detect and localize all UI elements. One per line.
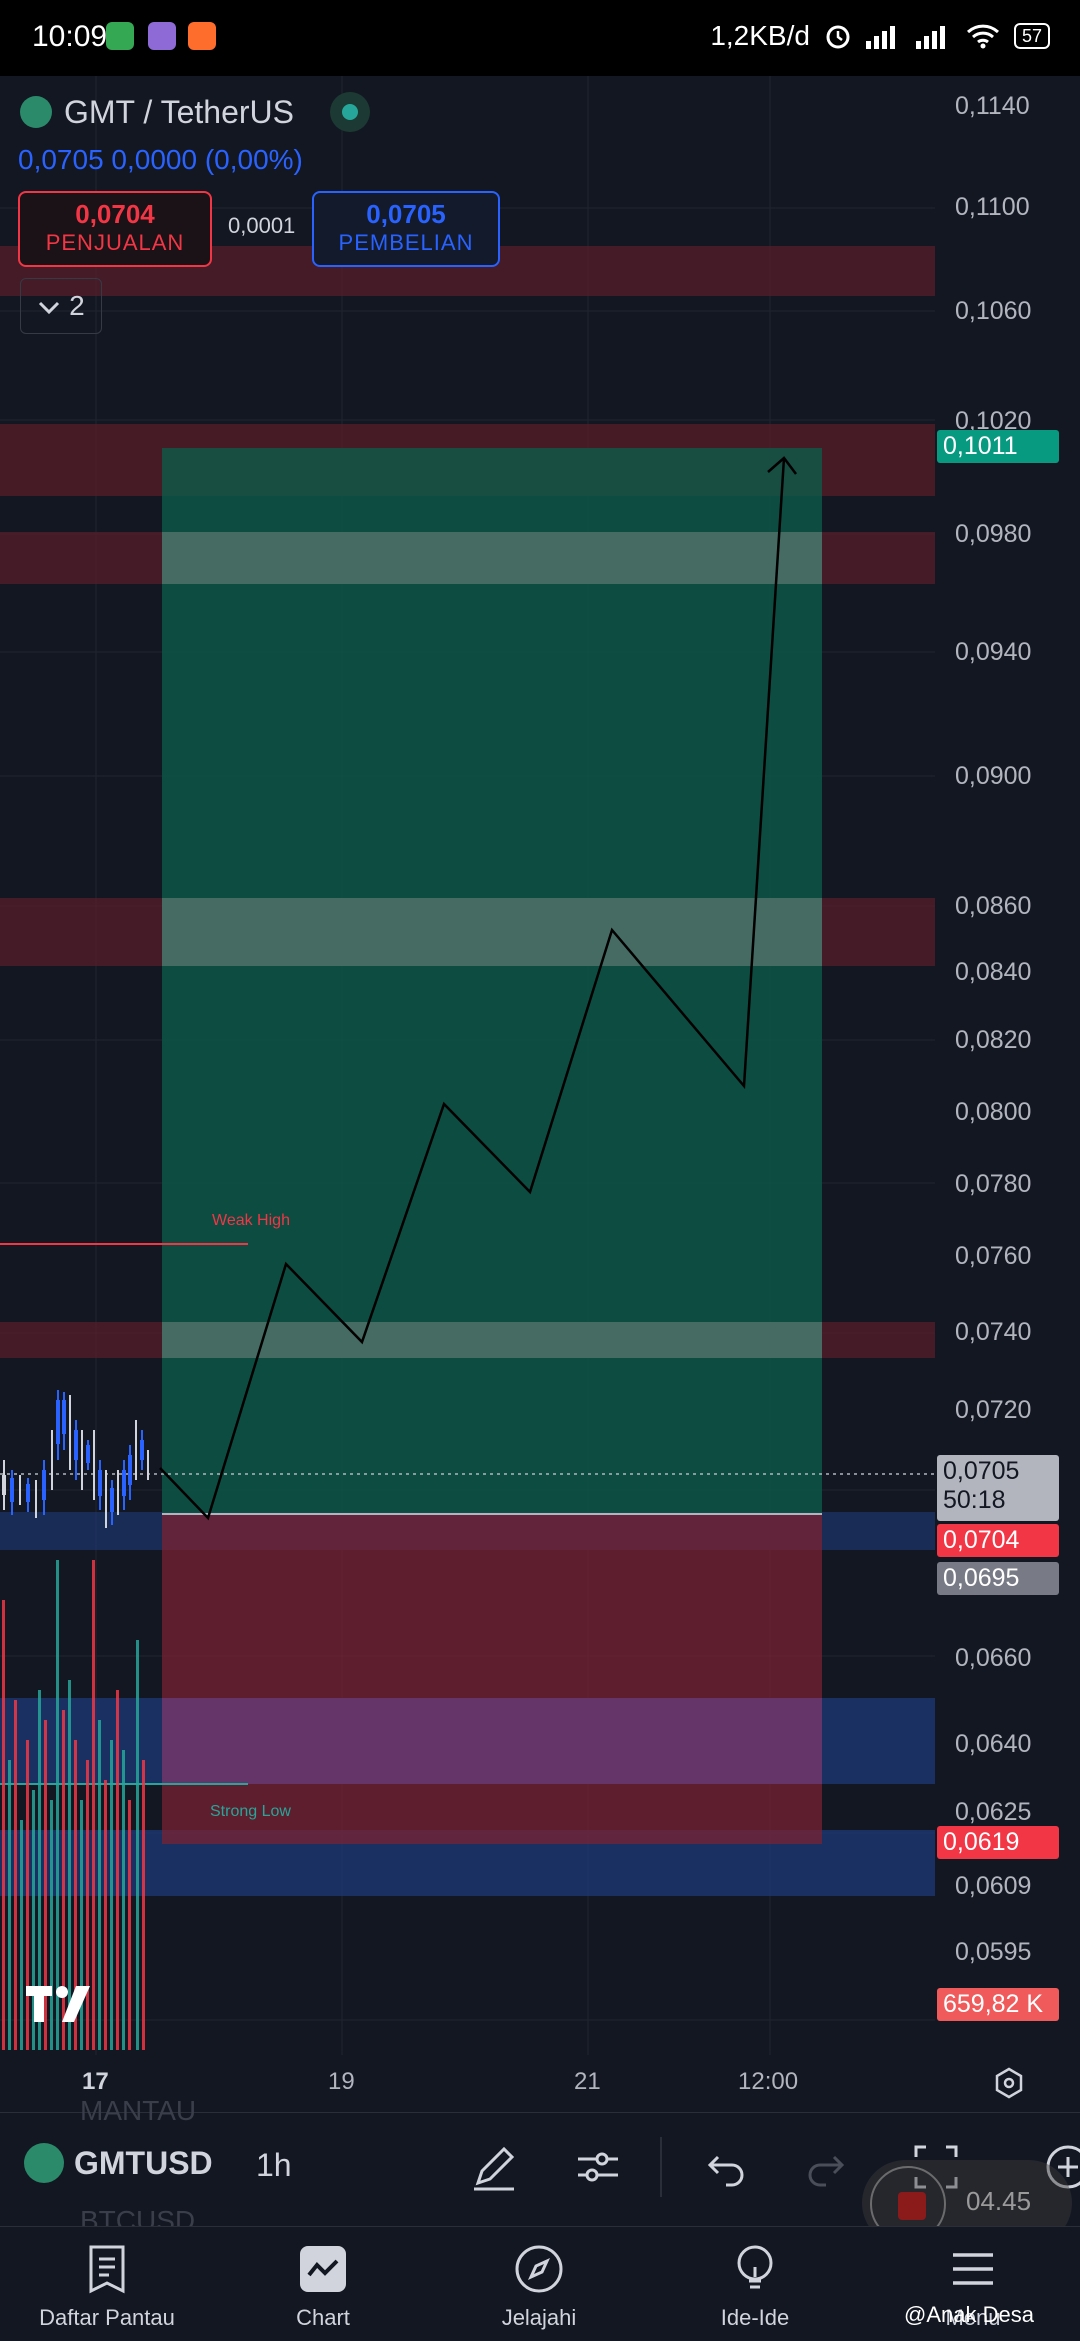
price-tick: 0,0820 [955, 1026, 1032, 1054]
price-tick: 0,0625 [955, 1798, 1032, 1826]
record-timer: 04.45 [966, 2186, 1032, 2216]
alarm-icon [826, 25, 850, 49]
time-tick: 19 [328, 2068, 355, 2095]
nav-label: Menu [945, 2305, 1001, 2330]
price-tick: 0,0595 [955, 1938, 1032, 1966]
status-bar: 10:09 1,2KB/d 57 [0, 0, 1080, 76]
toolbar-divider [660, 2137, 662, 2197]
drawing-pencil-icon[interactable] [466, 2139, 522, 2195]
gmt-logo-icon [20, 96, 52, 128]
wifi-icon [966, 24, 999, 49]
app-notification-icon [148, 22, 176, 50]
projection-path [159, 457, 786, 1521]
price-tick: 0,0640 [955, 1730, 1032, 1758]
price-tick: 0,0940 [955, 638, 1032, 666]
buy-button[interactable]: 0,0705 PEMBELIAN [312, 191, 500, 267]
gmt-logo-icon [24, 2143, 64, 2183]
sell-label: PENJUALAN [45, 230, 185, 255]
bid-price-tag: 0,0704 [937, 1524, 1059, 1557]
nav-watchlist[interactable]: Daftar Pantau [22, 2243, 192, 2331]
chevron-down-icon [39, 301, 60, 314]
watermark-text: @Anak Desa [904, 2302, 1034, 2327]
fullscreen-icon[interactable] [908, 2139, 964, 2195]
nav-menu[interactable]: Menu [888, 2243, 1058, 2331]
undo-icon[interactable] [696, 2139, 752, 2195]
sell-price: 0,0704 [75, 199, 155, 229]
price-tick: 0,0609 [955, 1872, 1032, 1900]
price-tick: 0,0780 [955, 1170, 1032, 1198]
price-change: 0,0705 0,0000 (0,00%) [18, 144, 303, 175]
add-icon[interactable] [1040, 2139, 1080, 2195]
compass-icon [515, 2245, 563, 2293]
entry-price-tag: 0,0695 [937, 1562, 1059, 1595]
chart-settings-icon[interactable] [992, 2066, 1026, 2100]
nav-label: Ide-Ide [720, 2305, 790, 2330]
stop-price-tag: 0,0619 [937, 1826, 1059, 1859]
volume-tag: 659,82 K [937, 1988, 1059, 2021]
price-tick: 0,0740 [955, 1318, 1032, 1346]
price-tick: 0,0720 [955, 1396, 1032, 1424]
weak-high-label: Weak High [212, 1212, 290, 1229]
price-tick: 0,0980 [955, 520, 1032, 548]
last-price-tag: 0,0705 50:18 [937, 1455, 1059, 1521]
stop-icon [898, 2192, 926, 2220]
status-time: 10:09 [32, 20, 108, 53]
toolbar-symbol: GMTUSD [74, 2144, 213, 2181]
redo-icon[interactable] [800, 2139, 856, 2195]
nav-label: Daftar Pantau [39, 2305, 175, 2330]
price-tick: 0,0760 [955, 1242, 1032, 1270]
indicators-collapse-button[interactable]: 2 [20, 278, 102, 334]
price-tick: 0,1140 [955, 92, 1030, 120]
spread-value: 0,0001 [228, 213, 296, 238]
target-price-tag: 0,1011 [937, 430, 1059, 463]
price-tick: 0,0860 [955, 892, 1032, 920]
price-tick: 0,0660 [955, 1644, 1032, 1672]
price-tick: 0,0900 [955, 762, 1032, 790]
symbol-title: GMT / TetherUS [64, 93, 294, 130]
indicator-count: 2 [69, 290, 85, 321]
time-tick: 17 [82, 2068, 109, 2095]
ghost-symbol: MANTAU [80, 2095, 197, 2126]
chart-icon [300, 2246, 346, 2292]
market-status-icon [330, 92, 370, 132]
strong-low-label: Strong Low [210, 1803, 291, 1820]
tradingview-logo-icon [26, 1986, 90, 2022]
price-tick: 0,0840 [955, 958, 1032, 986]
nav-explore[interactable]: Jelajahi [454, 2243, 624, 2331]
symbol-header[interactable]: GMT / TetherUS [20, 92, 370, 132]
stop-loss-zone [162, 1514, 822, 1844]
symbol-selector[interactable]: GMTUSD [24, 2143, 213, 2183]
price-tick: 0,1100 [955, 193, 1030, 221]
chart-drawing: Weak High Strong Low [0, 76, 935, 2055]
nav-label: Chart [296, 2305, 350, 2330]
price-tick: 0,1060 [955, 297, 1032, 325]
lightbulb-icon [737, 2245, 773, 2289]
signal-icon [915, 26, 945, 49]
interval-selector[interactable]: 1h [256, 2147, 292, 2183]
nav-chart[interactable]: Chart [238, 2243, 408, 2331]
nav-ideas[interactable]: Ide-Ide [670, 2243, 840, 2331]
sell-button[interactable]: 0,0704 PENJUALAN [18, 191, 212, 267]
profit-target-zone [162, 448, 822, 1514]
last-price: 0,0705 [943, 1457, 1020, 1485]
app-notification-icon [188, 22, 216, 50]
buy-label: PEMBELIAN [338, 230, 474, 255]
menu-icon [953, 2253, 993, 2285]
signal-icon [865, 26, 895, 49]
indicators-sliders-icon[interactable] [570, 2139, 626, 2195]
battery-indicator: 57 [1013, 23, 1050, 49]
nav-label: Jelajahi [501, 2305, 577, 2330]
buy-price: 0,0705 [366, 199, 446, 229]
time-tick: 21 [574, 2068, 601, 2095]
time-tick: 12:00 [738, 2068, 799, 2095]
status-indicators: 1,2KB/d 57 [710, 20, 1050, 52]
bottom-navigation: Daftar Pantau Chart Jelajahi Ide-Ide Men… [0, 2226, 1080, 2341]
price-tick: 0,0800 [955, 1098, 1032, 1126]
candle-countdown: 50:18 [943, 1486, 1006, 1514]
chart-canvas[interactable]: Weak High Strong Low [0, 76, 1080, 2112]
network-speed: 1,2KB/d [710, 20, 810, 51]
app-notification-icon [106, 22, 134, 50]
watchlist-icon [89, 2245, 125, 2294]
